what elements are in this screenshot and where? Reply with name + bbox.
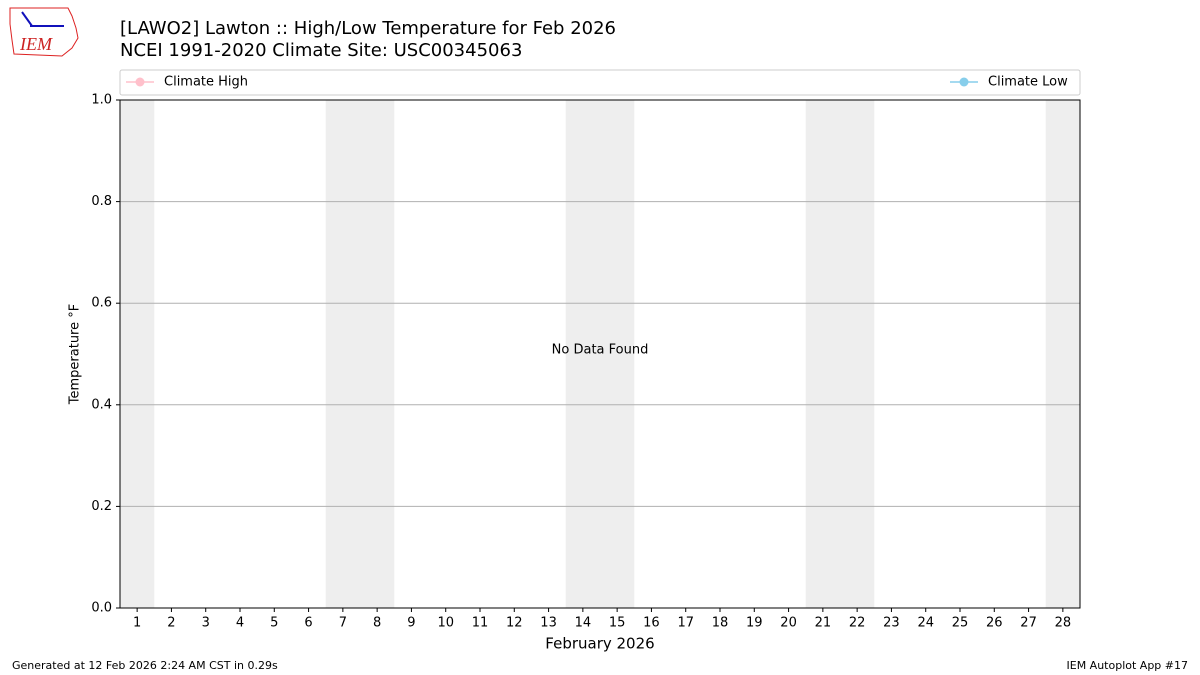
weekend-shade xyxy=(120,100,155,608)
y-tick-label: 0.4 xyxy=(91,397,112,412)
legend-box xyxy=(119,69,1081,96)
legend-marker xyxy=(135,77,145,87)
logo-icon xyxy=(21,11,33,27)
legend-marker xyxy=(959,77,969,87)
x-tick-label: 16 xyxy=(643,616,660,631)
y-tick-label: 0.0 xyxy=(91,601,112,616)
x-tick-label: 3 xyxy=(202,616,210,631)
x-tick-label: 7 xyxy=(339,616,347,631)
logo-outline xyxy=(9,7,79,57)
x-tick-label: 9 xyxy=(407,616,415,631)
weekend-shade xyxy=(325,100,360,608)
x-tick-label: 25 xyxy=(952,616,969,631)
weekend-shade xyxy=(360,100,395,608)
x-tick-label: 27 xyxy=(1020,616,1037,631)
weekend-shade xyxy=(600,100,635,608)
weekend-shade xyxy=(840,100,875,608)
x-tick-label: 15 xyxy=(609,616,626,631)
y-tick-label: 0.8 xyxy=(91,194,112,209)
x-axis-label: February 2026 xyxy=(545,635,654,653)
x-tick-label: 12 xyxy=(506,616,523,631)
x-tick-label: 13 xyxy=(540,616,557,631)
footer-left: Generated at 12 Feb 2026 2:24 AM CST in … xyxy=(12,659,278,672)
y-axis-label: Temperature °F xyxy=(68,304,83,405)
plot-frame xyxy=(119,99,1081,609)
weekend-shade xyxy=(805,100,840,608)
x-tick-label: 6 xyxy=(304,616,312,631)
legend-label: Climate Low xyxy=(988,75,1068,90)
x-tick-label: 23 xyxy=(883,616,900,631)
chart-title: [LAWO2] Lawton :: High/Low Temperature f… xyxy=(120,18,616,39)
x-tick-label: 1 xyxy=(133,616,141,631)
weekend-shade xyxy=(565,100,600,608)
y-tick-label: 0.6 xyxy=(91,296,112,311)
y-tick-label: 0.2 xyxy=(91,499,112,514)
chart-subtitle: NCEI 1991-2020 Climate Site: USC00345063 xyxy=(120,40,522,61)
x-tick-label: 28 xyxy=(1055,616,1072,631)
x-tick-label: 11 xyxy=(472,616,489,631)
x-tick-label: 24 xyxy=(917,616,934,631)
y-tick-label: 1.0 xyxy=(91,93,112,108)
x-tick-label: 4 xyxy=(236,616,244,631)
x-tick-label: 26 xyxy=(986,616,1003,631)
x-tick-label: 21 xyxy=(815,616,832,631)
weekend-shade xyxy=(1045,100,1080,608)
x-tick-label: 20 xyxy=(780,616,797,631)
logo: IEM xyxy=(9,7,79,57)
x-tick-label: 5 xyxy=(270,616,278,631)
x-tick-label: 19 xyxy=(746,616,763,631)
logo-text: IEM xyxy=(19,34,53,54)
x-tick-label: 22 xyxy=(849,616,866,631)
x-tick-label: 10 xyxy=(437,616,454,631)
x-tick-label: 14 xyxy=(575,616,592,631)
x-tick-label: 8 xyxy=(373,616,381,631)
legend-label: Climate High xyxy=(164,75,248,90)
x-tick-label: 17 xyxy=(677,616,694,631)
x-tick-label: 18 xyxy=(712,616,729,631)
footer-right: IEM Autoplot App #17 xyxy=(1067,659,1189,672)
x-tick-label: 2 xyxy=(167,616,175,631)
annotation: No Data Found xyxy=(552,343,649,358)
